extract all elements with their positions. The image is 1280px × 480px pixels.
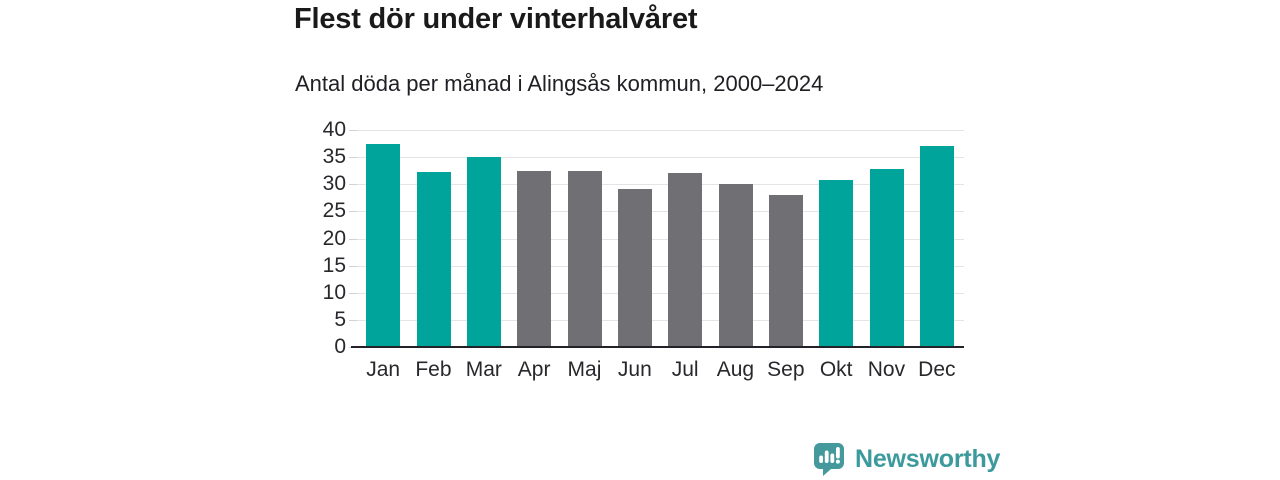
gridline — [352, 184, 964, 186]
y-tick-label: 30 — [322, 172, 346, 196]
brand-logo: Newsworthy — [812, 441, 1000, 477]
y-tick-label: 10 — [322, 280, 346, 304]
bar-nov — [869, 168, 904, 347]
gridline — [352, 130, 964, 131]
x-tick-label: Jul — [671, 358, 699, 381]
x-tick-label: Aug — [716, 358, 755, 381]
gridline — [352, 292, 964, 294]
x-tick-label: Feb — [415, 358, 452, 381]
x-tick-label: Maj — [567, 358, 602, 381]
chart-subtitle: Antal döda per månad i Alingsås kommun, … — [295, 71, 824, 96]
y-axis-tick — [349, 157, 357, 159]
gridline — [352, 157, 964, 159]
gridline — [352, 211, 964, 213]
y-tick-label: 5 — [334, 307, 346, 331]
x-axis-baseline — [351, 346, 964, 348]
y-tick-label: 0 — [334, 335, 346, 358]
bar-maj — [567, 171, 602, 347]
gridline — [352, 265, 964, 267]
plot-area: 0 5 10 15 20 25 30 35 40 Jan Feb Mar Apr Maj Jun Jul Aug… — [323, 118, 964, 381]
y-tick-label: 25 — [322, 199, 346, 223]
x-tick-label: Nov — [867, 358, 906, 381]
x-tick-label: Apr — [517, 358, 551, 381]
brand-name: Newsworthy — [855, 444, 1001, 473]
bar-mar — [466, 156, 501, 347]
y-axis-tick — [349, 319, 357, 321]
x-tick-label: Dec — [918, 358, 956, 381]
y-axis-tick — [349, 184, 357, 186]
bar-aug — [718, 183, 753, 347]
y-axis-tick — [349, 238, 357, 240]
y-tick-label: 20 — [322, 226, 346, 250]
x-tick-label: Sep — [767, 358, 805, 381]
bar-jan — [366, 143, 401, 347]
y-axis-tick — [349, 211, 357, 213]
gridline — [352, 319, 964, 321]
bar-feb — [416, 172, 451, 347]
bar-jun — [617, 189, 652, 347]
x-tick-label: Jan — [366, 358, 401, 381]
y-tick-label: 15 — [322, 253, 346, 277]
bar-okt — [819, 179, 854, 347]
y-axis-tick — [349, 130, 357, 131]
gridline — [352, 238, 964, 240]
x-tick-label: Jun — [617, 358, 652, 381]
bar-sep — [768, 194, 803, 347]
y-axis-tick — [349, 292, 357, 294]
y-tick-label: 35 — [322, 145, 346, 169]
newsworthy-logo-icon — [812, 441, 846, 477]
bar-apr — [517, 171, 552, 347]
bar-dec — [919, 146, 954, 347]
x-tick-label: Okt — [819, 358, 853, 381]
y-tick-label: 40 — [322, 118, 346, 141]
chart-title: Flest dör under vinterhalvåret — [294, 3, 698, 35]
bar-jul — [668, 173, 703, 347]
y-axis-tick — [349, 265, 357, 267]
x-tick-label: Mar — [465, 358, 502, 381]
